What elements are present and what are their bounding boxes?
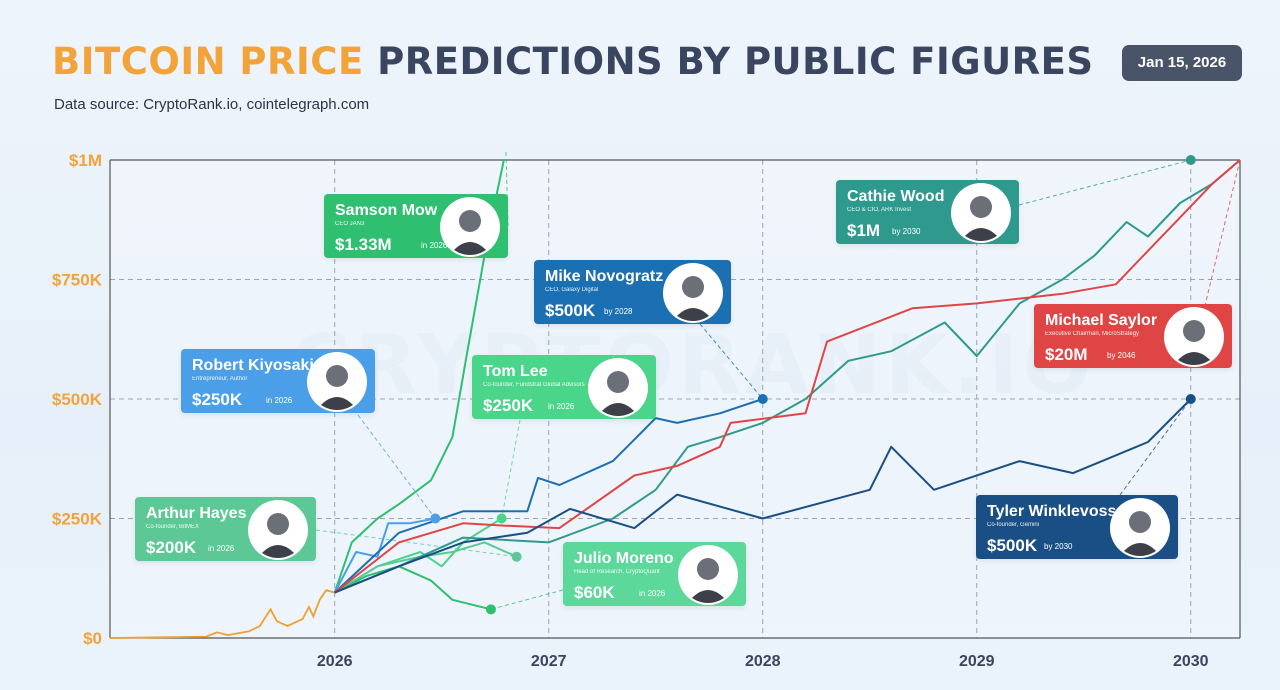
target-point <box>496 513 507 524</box>
card-price: $60K <box>574 583 615 602</box>
y-tick-label: $0 <box>83 629 102 648</box>
target-point <box>1185 394 1196 404</box>
x-tick-label: 2027 <box>531 653 567 670</box>
date-badge: Jan 15, 2026 <box>1122 45 1242 81</box>
card-role: CEO, Galaxy Digital <box>545 287 599 293</box>
card-price: $1.33M <box>335 235 392 254</box>
card-arthur-hayes: Arthur Hayes Co-founder, BitMEX $200K in 20… <box>135 497 316 561</box>
target-point <box>511 551 522 562</box>
series-line-robert-kiyosaki <box>333 517 436 594</box>
series-line-arthur-hayes <box>334 541 518 594</box>
avatar <box>588 358 648 418</box>
card-when: by 2028 <box>604 307 633 316</box>
data-source: Data source: CryptoRank.io, cointelegrap… <box>54 96 370 113</box>
card-role: CEO JAN3 <box>335 221 365 227</box>
card-price: $20M <box>1045 345 1088 364</box>
x-tick-label: 2029 <box>959 653 995 670</box>
card-name: Mike Novogratz <box>545 268 664 285</box>
card-role: Co-founder, Gemini <box>987 522 1040 528</box>
target-point <box>485 604 496 615</box>
card-julio-moreno: Julio Moreno Head of Research, CryptoQuan… <box>563 542 746 606</box>
watermark: CRYPTORANK.IO <box>290 318 1096 413</box>
card-price: $250K <box>483 396 534 415</box>
card-when: in 2026 <box>639 589 666 598</box>
connector-line <box>1018 159 1191 206</box>
card-role: Head of Research, CryptoQuant <box>574 569 660 575</box>
connector-line <box>1119 398 1192 496</box>
connector-line <box>490 589 564 610</box>
avatar <box>440 197 500 257</box>
card-when: in 2026 <box>208 544 235 553</box>
target-point <box>430 513 441 524</box>
card-role: CEO & CIO, ARK Invest <box>847 207 912 213</box>
series-line-tyler-winklevoss <box>334 398 1192 594</box>
card-michael-saylor: Michael Saylor Executive Chairman, MicroS… <box>1034 304 1232 368</box>
card-when: by 2046 <box>1107 351 1136 360</box>
card-tyler-winklevoss: Tyler Winklevoss Co-founder, Gemini $500K b… <box>976 495 1178 559</box>
avatar <box>678 545 738 605</box>
card-price: $500K <box>545 301 596 320</box>
card-when: by 2030 <box>1044 542 1073 551</box>
avatar <box>1164 307 1224 367</box>
series-line-mike-novogratz <box>334 398 764 594</box>
connector-line <box>505 150 509 227</box>
card-price: $200K <box>146 538 197 557</box>
card-samson-mow: Samson Mow CEO JAN3 $1.33M in 2026 <box>324 194 508 258</box>
card-name: Samson Mow <box>335 202 438 219</box>
y-tick-label: $750K <box>52 271 103 290</box>
avatar <box>248 500 308 560</box>
series-line-michael-saylor <box>334 159 1240 594</box>
card-name: Julio Moreno <box>574 550 674 567</box>
avatar <box>663 263 723 323</box>
avatar <box>951 183 1011 243</box>
y-tick-label: $500K <box>52 390 103 409</box>
x-tick-label: 2026 <box>317 653 353 670</box>
card-when: in 2026 <box>421 241 448 250</box>
avatar <box>1110 498 1170 558</box>
card-robert-kiyosaki: Robert Kiyosaki Entrepreneur, Author $250K… <box>181 349 375 413</box>
page-title: BITCOIN PRICE PREDICTIONS BY PUBLIC FIGU… <box>52 40 1094 83</box>
card-role: Co-founder, Fundstrat Global Advisors <box>483 382 585 388</box>
card-when: in 2026 <box>548 402 575 411</box>
card-name: Tom Lee <box>483 363 548 380</box>
card-name: Arthur Hayes <box>146 505 247 522</box>
card-name: Tyler Winklevoss <box>987 503 1117 520</box>
card-role: Executive Chairman, MicroStrategy <box>1045 331 1140 337</box>
card-when: by 2030 <box>892 227 921 236</box>
connector-line <box>315 529 517 558</box>
card-price: $1M <box>847 221 881 240</box>
card-tom-lee: Tom Lee Co-founder, Fundstrat Global Advi… <box>472 355 656 419</box>
connector-line <box>501 419 521 519</box>
series-line-cathie-wood <box>334 159 1240 594</box>
card-name: Cathie Wood <box>847 188 945 205</box>
card-price: $250K <box>192 390 243 409</box>
connector-line <box>699 323 764 400</box>
y-tick-label: $250K <box>52 510 103 529</box>
card-cathie-wood: Cathie Wood CEO & CIO, ARK Invest $1M by 20… <box>836 180 1019 244</box>
card-name: Michael Saylor <box>1045 312 1158 329</box>
target-point <box>1185 155 1196 165</box>
series-line-julio-moreno <box>334 565 492 611</box>
connector-line <box>357 414 436 519</box>
card-when: in 2026 <box>266 396 293 405</box>
x-tick-label: 2028 <box>745 653 781 670</box>
series-line-history <box>110 589 335 639</box>
y-tick-label: $1M <box>69 151 102 170</box>
x-tick-label: 2030 <box>1173 653 1209 670</box>
card-name: Robert Kiyosaki <box>192 357 314 374</box>
series-line-samson-mow <box>333 159 506 593</box>
avatar <box>307 352 367 412</box>
card-role: Co-founder, BitMEX <box>146 524 200 530</box>
target-point <box>757 394 768 404</box>
title-highlight: BITCOIN PRICE <box>52 40 364 83</box>
card-price: $500K <box>987 536 1038 555</box>
card-role: Entrepreneur, Author <box>192 376 248 382</box>
title-rest: PREDICTIONS BY PUBLIC FIGURES <box>363 40 1094 83</box>
card-mike-novogratz: Mike Novogratz CEO, Galaxy Digital $500K by… <box>534 260 731 324</box>
